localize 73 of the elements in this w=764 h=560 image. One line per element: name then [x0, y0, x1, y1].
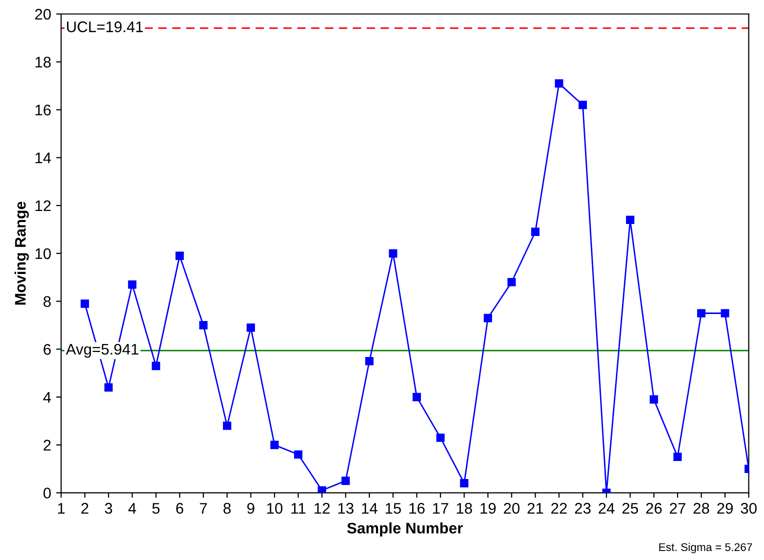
- x-tick-label: 4: [128, 503, 136, 514]
- point: [626, 216, 634, 224]
- y-tick-label: 8: [44, 296, 51, 307]
- point: [650, 395, 658, 404]
- y-tick-label: 2: [44, 440, 51, 450]
- x-tick-label: 14: [362, 503, 378, 514]
- y-axis-title: Moving Range: [14, 202, 29, 305]
- point: [176, 252, 184, 260]
- x-tick-label: 11: [291, 503, 306, 514]
- point: [673, 452, 682, 462]
- ref-line-label: Avg=5.941: [66, 344, 138, 358]
- x-tick-label: 8: [224, 502, 231, 514]
- x-tick-label: 20: [504, 502, 520, 514]
- point: [222, 422, 232, 430]
- x-tick-label: 27: [670, 502, 686, 514]
- x-tick-label: 26: [646, 502, 662, 514]
- x-tick-label: 22: [551, 502, 567, 514]
- point: [554, 79, 564, 88]
- x-tick-label: 21: [528, 502, 544, 514]
- point: [720, 309, 730, 318]
- x-tick-label: 3: [104, 502, 112, 514]
- x-tick-label: 1: [58, 503, 65, 514]
- point: [507, 278, 516, 286]
- y-tick-label: 12: [36, 200, 51, 212]
- y-tick-label: 10: [36, 248, 51, 260]
- x-tick-label: 5: [152, 503, 160, 514]
- point: [199, 321, 208, 330]
- y-tick-label: 6: [44, 344, 51, 355]
- y-tick-label: 20: [35, 8, 51, 20]
- x-axis-title: Sample Number: [347, 522, 463, 537]
- point: [578, 100, 587, 110]
- x-tick-label: 9: [247, 502, 254, 514]
- point: [436, 434, 445, 442]
- point: [412, 392, 421, 402]
- ref-line-label: UCL=19.41: [67, 21, 143, 32]
- x-tick-label: 29: [717, 502, 733, 514]
- point: [388, 249, 398, 258]
- point: [484, 314, 492, 322]
- x-tick-label: 23: [575, 502, 591, 514]
- x-tick-label: 19: [480, 502, 496, 514]
- point: [104, 383, 113, 392]
- y-tick-label: 18: [36, 56, 51, 68]
- point: [531, 228, 540, 236]
- x-tick-label: 28: [694, 502, 710, 514]
- x-tick-label: 6: [176, 502, 184, 514]
- point: [294, 450, 302, 459]
- x-tick-label: 10: [267, 502, 282, 514]
- x-tick-label: 18: [456, 502, 472, 514]
- y-tick-label: 14: [36, 152, 51, 164]
- point: [246, 323, 255, 332]
- x-tick-label: 24: [598, 502, 615, 514]
- point: [128, 280, 136, 289]
- point: [460, 479, 468, 488]
- x-tick-label: 15: [386, 503, 401, 514]
- y-tick-label: 0: [44, 488, 51, 498]
- x-tick-label: 2: [81, 502, 88, 514]
- x-tick-label: 7: [200, 503, 207, 514]
- x-tick-label: 13: [338, 502, 354, 514]
- point: [697, 309, 706, 318]
- x-tick-label: 16: [409, 502, 425, 514]
- y-tick-label: 4: [43, 392, 51, 403]
- text: Est. Sigma = 5.267: [659, 542, 752, 554]
- y-tick-label: 16: [36, 104, 51, 116]
- x-tick-label: 12: [314, 502, 330, 514]
- x-tick-label: 25: [622, 502, 638, 514]
- point: [152, 362, 160, 370]
- point: [341, 476, 350, 485]
- point: [318, 486, 326, 493]
- point: [270, 440, 279, 450]
- point: [80, 300, 89, 308]
- point: [365, 356, 374, 366]
- x-tick-label: 17: [433, 503, 448, 514]
- x-tick-label: 30: [740, 502, 757, 514]
